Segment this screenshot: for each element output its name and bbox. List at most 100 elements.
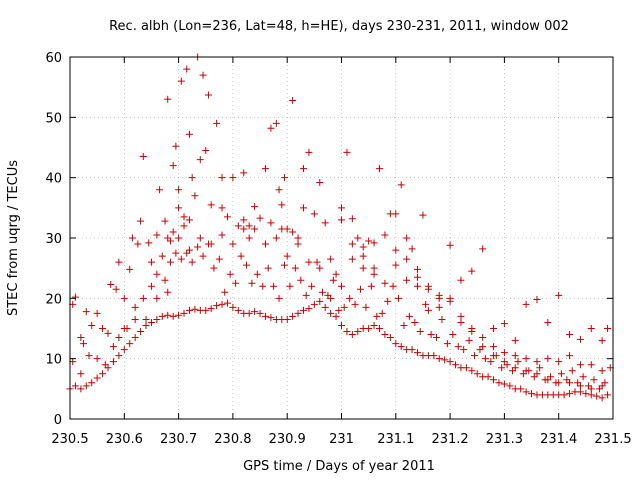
data-point — [370, 264, 378, 272]
data-point — [522, 367, 530, 375]
data-point — [365, 325, 373, 332]
data-point — [280, 261, 288, 269]
data-point — [457, 276, 465, 284]
data-point — [109, 358, 117, 366]
data-point — [85, 352, 93, 360]
chart-title: Rec. albh (Lon=236, Lat=48, h=HE), days … — [109, 19, 569, 34]
data-point — [199, 252, 207, 260]
data-point — [446, 358, 454, 366]
data-point — [147, 318, 155, 326]
data-point — [433, 334, 441, 342]
data-point — [183, 65, 191, 73]
data-point — [338, 321, 345, 329]
data-point — [403, 276, 411, 284]
data-point — [213, 302, 221, 310]
data-point — [511, 364, 519, 372]
data-point — [327, 255, 335, 263]
data-point — [261, 312, 269, 320]
data-point — [511, 337, 519, 345]
data-point — [598, 394, 606, 402]
data-point — [579, 373, 587, 381]
x-tick-label: 230.7 — [160, 432, 197, 447]
data-point — [240, 216, 248, 224]
data-point — [180, 222, 188, 230]
data-point — [158, 252, 166, 260]
data-point — [384, 297, 392, 305]
data-point — [370, 239, 378, 247]
data-point — [321, 303, 329, 311]
data-point — [522, 300, 530, 308]
data-point — [435, 355, 443, 363]
data-point — [299, 165, 307, 173]
data-point — [283, 252, 291, 260]
y-tick-label: 10 — [45, 353, 62, 368]
data-point — [338, 282, 345, 290]
data-point — [218, 231, 226, 239]
data-point — [145, 239, 153, 247]
data-point — [210, 264, 218, 272]
data-point — [566, 390, 574, 398]
data-point — [346, 294, 354, 302]
data-point — [351, 300, 359, 308]
data-point — [487, 358, 495, 366]
data-point — [340, 303, 348, 311]
data-point — [278, 201, 286, 209]
data-point — [357, 285, 365, 293]
data-point — [582, 390, 590, 398]
data-point — [460, 346, 468, 354]
data-point — [566, 379, 574, 387]
x-tick-label: 231.1 — [377, 432, 414, 447]
data-point — [533, 296, 541, 304]
y-tick-label: 40 — [45, 172, 62, 187]
data-point — [161, 217, 169, 225]
data-point — [424, 285, 432, 293]
data-point — [310, 300, 318, 308]
data-point — [338, 216, 345, 224]
data-point — [446, 241, 454, 249]
data-point — [180, 309, 188, 317]
data-point — [500, 320, 508, 328]
data-point — [134, 240, 142, 248]
data-point — [196, 156, 204, 164]
data-point — [80, 340, 88, 348]
data-point — [495, 379, 503, 387]
data-point — [446, 297, 454, 305]
data-point — [435, 291, 443, 299]
data-point — [484, 373, 492, 381]
data-point — [408, 346, 416, 354]
data-point — [256, 309, 264, 317]
data-point — [462, 364, 470, 372]
data-point — [275, 294, 283, 302]
data-point — [376, 165, 384, 173]
data-point — [302, 291, 310, 299]
data-point — [557, 370, 565, 378]
data-point — [424, 306, 432, 314]
data-point — [286, 282, 294, 290]
data-point — [251, 203, 259, 211]
data-point — [185, 216, 193, 224]
data-point — [568, 367, 576, 375]
data-point — [348, 240, 356, 248]
data-point — [490, 325, 498, 332]
data-point — [294, 234, 302, 242]
y-tick-labels: 0 10 20 30 40 50 60 — [45, 51, 62, 428]
data-point — [232, 279, 240, 287]
data-point — [77, 370, 85, 378]
data-point — [169, 228, 177, 236]
data-point — [348, 331, 356, 339]
data-point — [343, 328, 351, 336]
data-point — [392, 246, 400, 254]
data-point — [389, 282, 397, 290]
data-point — [367, 282, 375, 290]
data-point — [131, 334, 139, 342]
data-point — [362, 303, 370, 311]
data-point — [598, 382, 606, 390]
data-point — [354, 234, 362, 242]
data-point — [560, 391, 568, 399]
data-point — [137, 217, 145, 225]
data-point — [120, 325, 128, 332]
x-tick-label: 231.3 — [486, 432, 523, 447]
data-point — [109, 343, 117, 351]
data-point — [316, 297, 324, 305]
data-point — [289, 96, 297, 104]
